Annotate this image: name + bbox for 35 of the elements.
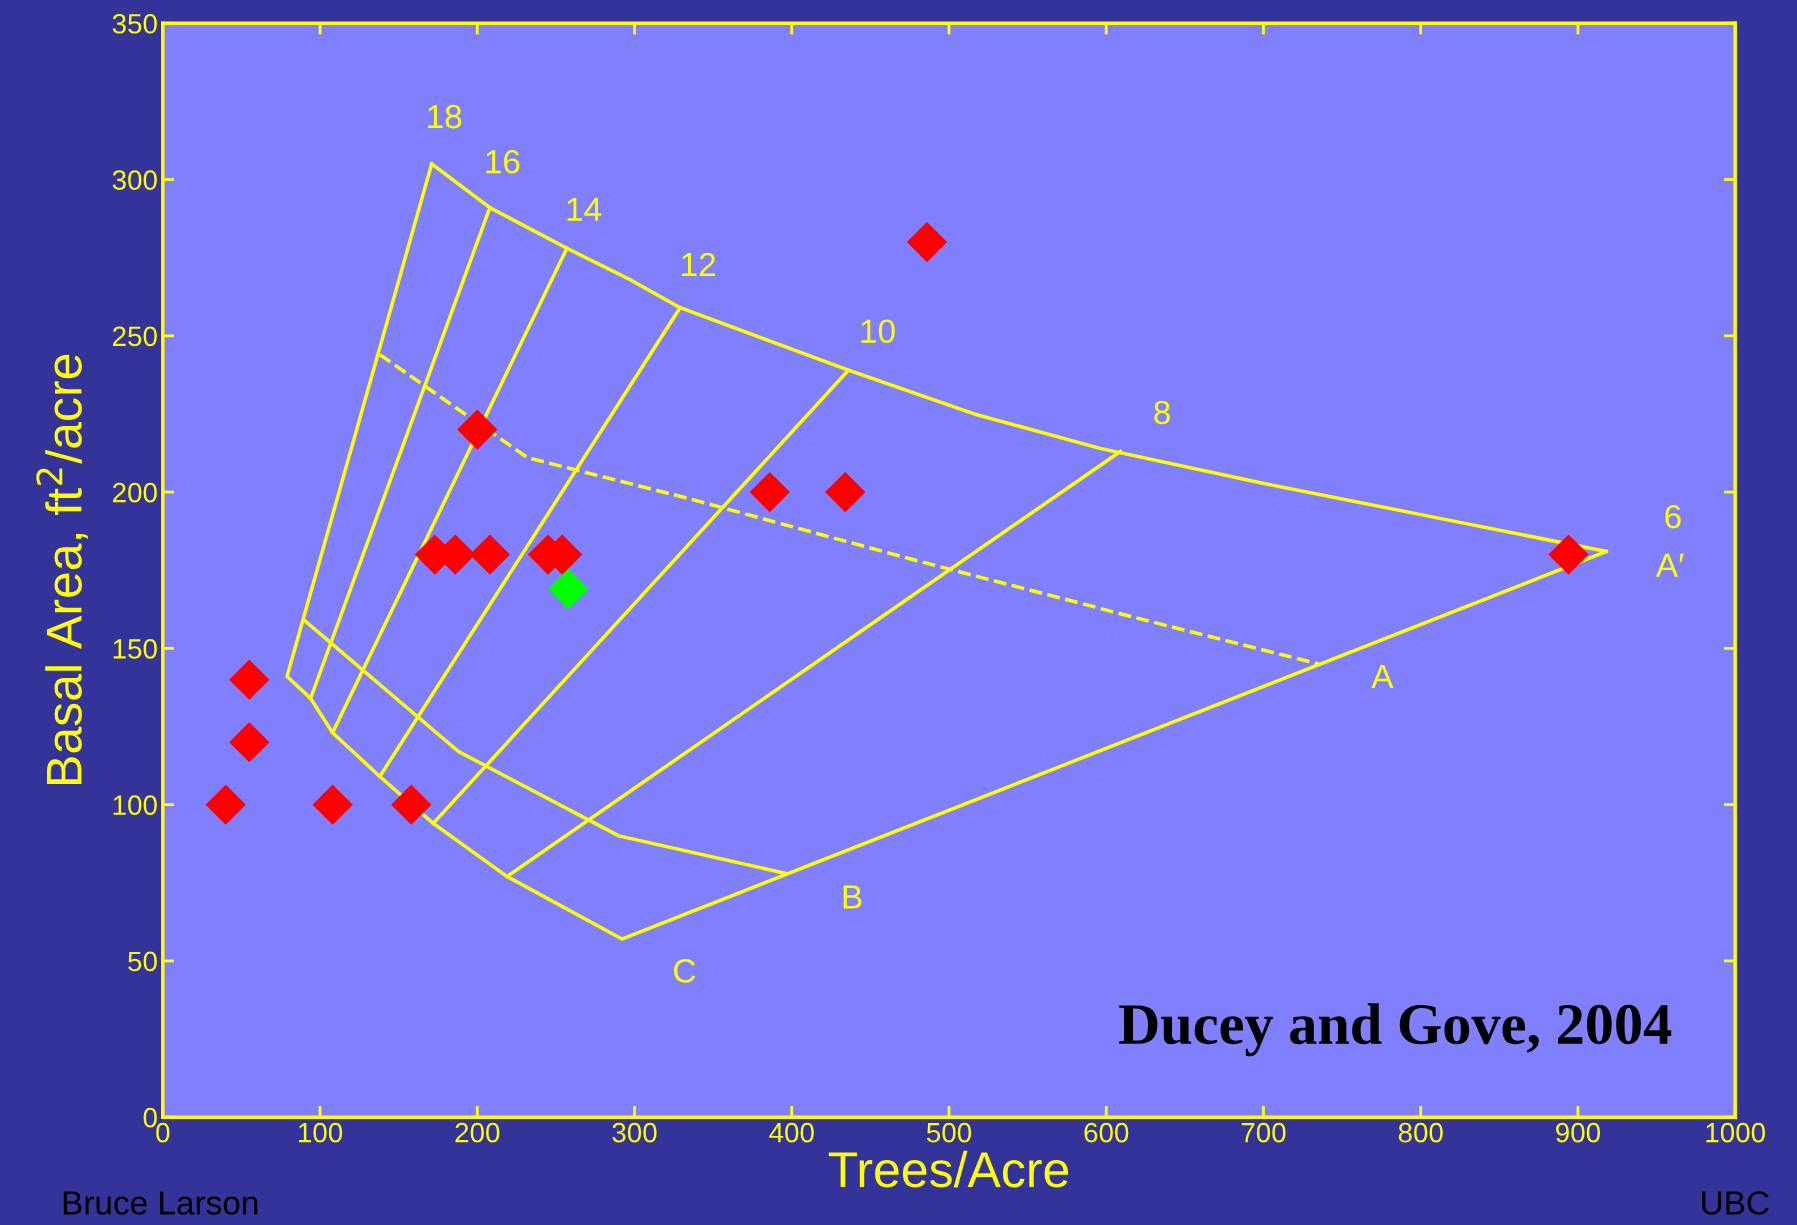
text: Bruce Larson	[63, 1191, 258, 1215]
annotation: 18	[428, 104, 462, 129]
annotation: 16	[486, 149, 520, 174]
x-tick-label: 200	[455, 1122, 500, 1143]
x-tick-label: 700	[1241, 1122, 1286, 1143]
x-tick-label: 800	[1398, 1122, 1443, 1143]
y-axis-title: Basal Area, ft$^{2}$/acre	[36, 354, 88, 784]
annotation: 10	[861, 319, 895, 344]
y-tick-label: 150	[113, 639, 157, 659]
x-tick-label: 600	[1084, 1122, 1129, 1143]
annotation: B	[843, 885, 862, 909]
x-tick-label: 0	[156, 1122, 170, 1143]
x-tick-label: 1000	[1706, 1122, 1765, 1143]
y-tick-label: 0	[143, 1107, 157, 1128]
x-tick-label: 400	[769, 1122, 814, 1143]
annotation: 12	[682, 252, 716, 277]
y-tick-label: 200	[113, 482, 157, 503]
y-tick-label: 300	[112, 170, 157, 190]
y-tick-label: 350	[112, 13, 157, 34]
x-tick-label: 300	[612, 1122, 657, 1143]
text: UBC	[1702, 1191, 1769, 1215]
x-tick-label: 900	[1556, 1122, 1601, 1143]
annotation: C	[674, 959, 696, 983]
annotation: Ducey and Gove, 2004	[1119, 1003, 1672, 1057]
annotation: 6	[1665, 504, 1681, 529]
x-tick-label: 500	[926, 1122, 972, 1143]
y-tick-label: 100	[113, 795, 157, 815]
y-tick-label: 250	[113, 326, 157, 347]
x-axis-title: Trees/Acre	[828, 1150, 1069, 1188]
annotation: A′	[1655, 553, 1684, 577]
annotation: 14	[567, 197, 602, 221]
x-tick-label: 100	[298, 1122, 343, 1143]
y-tick-label: 50	[128, 951, 157, 972]
annotation: 8	[1154, 400, 1170, 425]
annotation: A	[1371, 664, 1394, 688]
